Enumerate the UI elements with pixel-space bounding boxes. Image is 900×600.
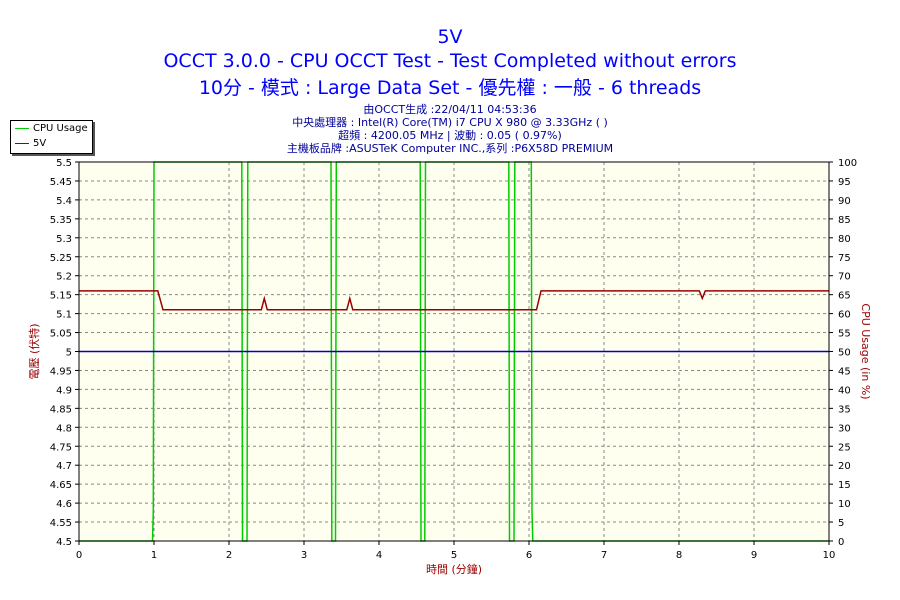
y2-tick-label: 50 — [838, 348, 851, 359]
y2-tick-label: 100 — [838, 158, 857, 169]
y2-tick-label: 30 — [838, 423, 851, 434]
series-line-5v — [79, 290, 829, 311]
legend: CPU Usage 5V — [10, 120, 93, 154]
y2-tick-label: 35 — [838, 404, 851, 415]
y-tick-label: 4.9 — [56, 385, 72, 396]
x-tick-label: 5 — [451, 550, 457, 561]
y-tick-label: 5.35 — [50, 215, 72, 226]
y2-tick-label: 0 — [838, 537, 844, 548]
y-tick-label: 5 — [66, 348, 72, 359]
test-mode-line: 10分 - 模式 : Large Data Set - 優先權 : 一般 - 6… — [198, 77, 702, 99]
x-tick-label: 9 — [751, 550, 757, 561]
chart-title: 5V — [437, 26, 463, 48]
y2-tick-label: 45 — [838, 366, 851, 377]
chart-subtitle: OCCT 3.0.0 - CPU OCCT Test - Test Comple… — [163, 50, 737, 72]
x-tick-label: 10 — [823, 550, 836, 561]
y-tick-label: 5.3 — [56, 234, 72, 245]
x-tick-label: 6 — [526, 550, 532, 561]
y-tick-label: 5.25 — [50, 253, 72, 264]
y2-tick-label: 25 — [838, 442, 851, 453]
y-tick-label: 5.15 — [50, 291, 72, 302]
y-tick-label: 4.8 — [56, 423, 72, 434]
legend-item-5v: 5V — [11, 137, 92, 151]
overclock-info: 超頻 : 4200.05 MHz | 波動 : 0.05 ( 0.97%) — [338, 129, 562, 142]
x-tick-label: 0 — [76, 550, 82, 561]
y2-tick-label: 40 — [838, 385, 851, 396]
y-tick-label: 5.2 — [56, 272, 72, 283]
y2-tick-label: 15 — [838, 480, 851, 491]
y2-tick-label: 95 — [838, 177, 851, 188]
y2-axis-label: CPU Usage (in %) — [859, 303, 872, 399]
x-tick-label: 3 — [301, 550, 307, 561]
y-tick-label: 4.85 — [50, 404, 72, 415]
y2-tick-label: 75 — [838, 253, 851, 264]
y2-tick-label: 70 — [838, 272, 851, 283]
y2-tick-label: 85 — [838, 215, 851, 226]
y-tick-label: 4.95 — [50, 366, 72, 377]
y-tick-label: 5.5 — [56, 158, 72, 169]
x-tick-label: 4 — [376, 550, 382, 561]
y-axis-label: 電壓 (伏特) — [27, 323, 41, 379]
y-tick-label: 4.75 — [50, 442, 72, 453]
y-tick-label: 5.05 — [50, 329, 72, 340]
y-tick-label: 4.65 — [50, 480, 72, 491]
y2-tick-label: 10 — [838, 499, 851, 510]
y-tick-label: 5.1 — [56, 310, 72, 321]
y-tick-label: 4.7 — [56, 461, 72, 472]
x-tick-label: 1 — [151, 550, 157, 561]
legend-swatch-cpu-usage — [15, 128, 29, 129]
y-tick-label: 4.6 — [56, 499, 72, 510]
generated-info: 由OCCT生成 :22/04/11 04:53:36 — [363, 103, 537, 116]
cpu-info: 中央處理器 : Intel(R) Core(TM) i7 CPU X 980 @… — [292, 116, 608, 129]
x-tick-label: 7 — [601, 550, 607, 561]
legend-swatch-5v — [15, 143, 29, 144]
y-tick-label: 5.45 — [50, 177, 72, 188]
y2-tick-label: 65 — [838, 291, 851, 302]
x-tick-label: 8 — [676, 550, 682, 561]
y2-tick-label: 55 — [838, 329, 851, 340]
y2-tick-label: 80 — [838, 234, 851, 245]
legend-label-5v: 5V — [33, 138, 47, 149]
y2-tick-label: 90 — [838, 196, 851, 207]
x-axis-label: 時間 (分鐘) — [426, 562, 482, 576]
y2-tick-label: 20 — [838, 461, 851, 472]
legend-label-cpu-usage: CPU Usage — [33, 123, 88, 134]
motherboard-info: 主機板品牌 :ASUSTeK Computer INC.,系列 :P6X58D … — [286, 142, 614, 155]
legend-item-cpu-usage: CPU Usage — [11, 122, 92, 136]
x-tick-label: 2 — [226, 550, 232, 561]
y-tick-label: 5.4 — [56, 196, 72, 207]
y-tick-label: 4.5 — [56, 537, 72, 548]
y-tick-label: 4.55 — [50, 518, 72, 529]
y2-tick-label: 60 — [838, 310, 851, 321]
y2-tick-label: 5 — [838, 518, 844, 529]
